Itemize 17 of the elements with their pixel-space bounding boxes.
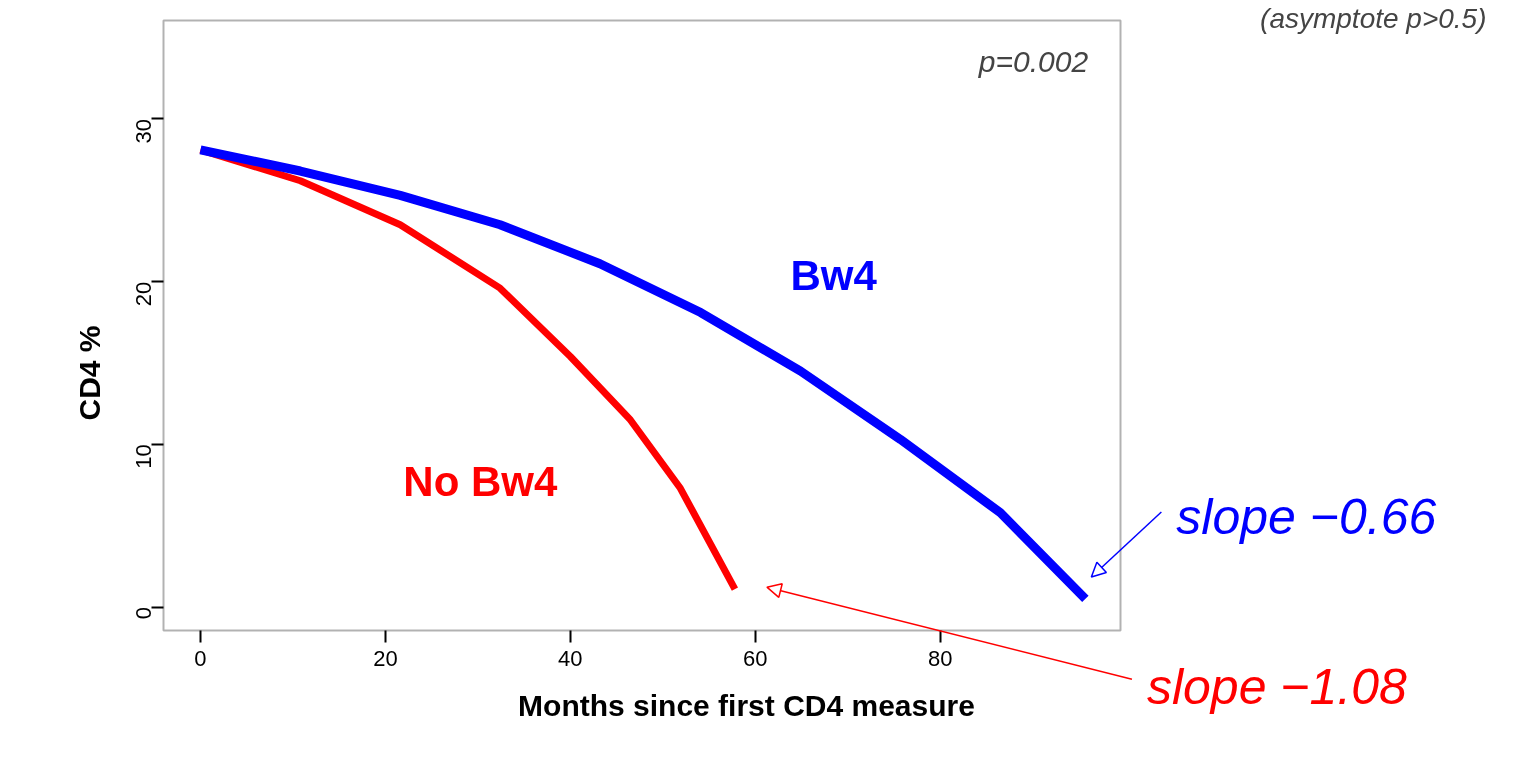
x-axis-title: Months since first CD4 measure xyxy=(518,688,975,722)
y-tick-label: 30 xyxy=(131,118,156,144)
x-tick-label: 60 xyxy=(743,645,768,671)
x-tick-label: 0 xyxy=(194,645,207,671)
y-tick-label: 10 xyxy=(131,444,156,469)
series-label: Bw4 xyxy=(790,252,878,300)
x-tick-label: 20 xyxy=(373,645,398,671)
x-tick-label: 80 xyxy=(927,645,953,671)
text: slope −0.66 xyxy=(1176,488,1437,545)
y-tick-label: 20 xyxy=(131,281,156,307)
series-label: No Bw4 xyxy=(403,458,558,505)
text: slope −1.08 xyxy=(1146,659,1408,716)
y-axis-title: CD4 % xyxy=(72,325,106,421)
x-tick-label: 40 xyxy=(558,645,583,671)
text: (asymptote p>0.5) xyxy=(1260,2,1487,34)
annotation: p=0.002 xyxy=(977,44,1089,78)
y-tick-label: 0 xyxy=(131,607,156,620)
